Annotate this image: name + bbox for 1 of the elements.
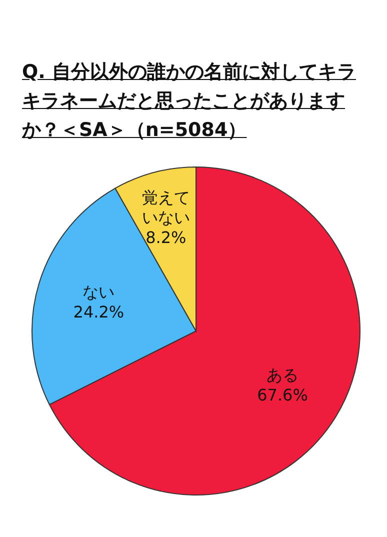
- title: Q. 自分以外の誰かの名前に対してキラキラネームだと思ったことがありますか？＜SA＞（n=5084）: [22, 60, 357, 143]
